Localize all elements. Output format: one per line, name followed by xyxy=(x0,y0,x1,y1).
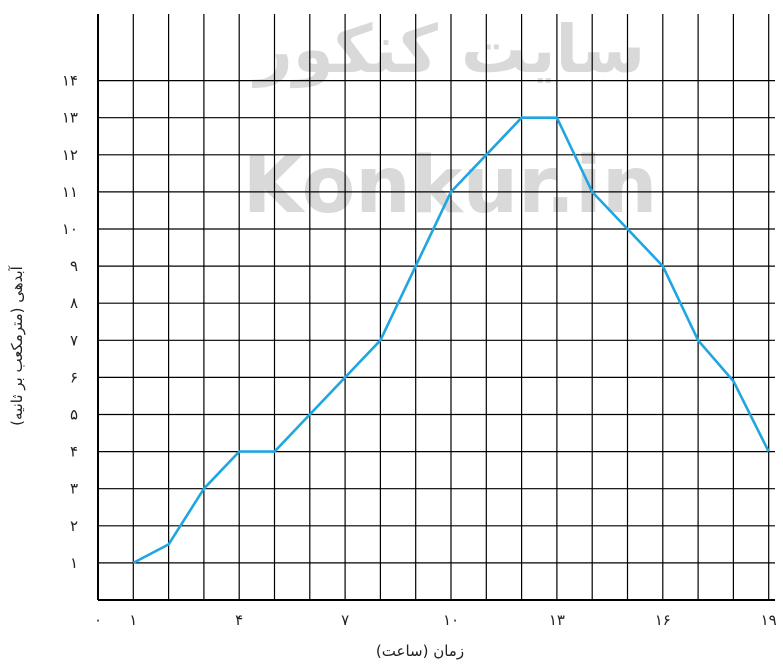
y-tick-label: ۱۰ xyxy=(62,220,78,238)
y-tick-label: ۵ xyxy=(70,406,78,424)
y-tick-label: ۳ xyxy=(70,480,78,498)
x-tick-label: ۷ xyxy=(341,611,349,629)
y-tick-label: ۱۳ xyxy=(62,109,78,127)
y-tick-label: ۹ xyxy=(70,257,78,275)
x-tick-label: ۰ xyxy=(94,611,102,629)
y-axis-title: آبدهی (مترمکعب بر ثانیه) xyxy=(8,265,26,426)
y-tick-label: ۴ xyxy=(70,443,78,461)
x-tick-label: ۱۹ xyxy=(761,611,777,629)
y-tick-label: ۲ xyxy=(70,517,78,535)
y-tick-label: ۶ xyxy=(70,368,78,386)
x-tick-label: ۱۰ xyxy=(443,611,459,629)
series-layer xyxy=(132,116,770,565)
x-axis-title: زمان (ساعت) xyxy=(376,642,464,660)
y-tick-label: ۸ xyxy=(70,294,78,312)
y-tick-label: ۱۴ xyxy=(62,72,78,90)
grid xyxy=(98,14,775,600)
watermark-persian: سایت کنکور xyxy=(252,11,645,89)
x-tick-label: ۱۳ xyxy=(549,611,565,629)
y-tick-label: ۱ xyxy=(70,554,78,572)
x-tick-label: ۴ xyxy=(235,611,243,629)
y-tick-label: ۱۲ xyxy=(62,146,78,164)
axes xyxy=(97,14,775,601)
x-tick-label: ۱۶ xyxy=(655,611,671,629)
y-tick-label: ۷ xyxy=(70,331,78,349)
x-tick-labels: ۰ ۱ ۴ ۷ ۱۰ ۱۳ ۱۶ ۱۹ xyxy=(94,611,777,629)
y-tick-label: ۱۱ xyxy=(62,183,78,201)
series-line-0 xyxy=(132,116,770,565)
x-tick-label: ۱ xyxy=(129,611,137,629)
